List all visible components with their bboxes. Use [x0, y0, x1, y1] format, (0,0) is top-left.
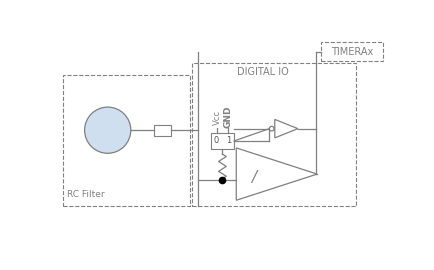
Bar: [192, 63, 355, 206]
Circle shape: [270, 126, 274, 131]
Bar: [321, 42, 383, 61]
Text: /: /: [251, 170, 256, 185]
Text: Vcc: Vcc: [213, 110, 221, 124]
Bar: [154, 125, 171, 136]
Bar: [211, 133, 234, 149]
Text: 0: 0: [214, 136, 219, 146]
Circle shape: [85, 107, 131, 153]
Text: RC Filter: RC Filter: [67, 191, 105, 200]
Bar: [63, 75, 190, 206]
Text: 1: 1: [226, 136, 231, 146]
Text: GND: GND: [224, 106, 232, 128]
Text: TIMERAx: TIMERAx: [331, 47, 373, 57]
Text: DIGITAL IO: DIGITAL IO: [237, 67, 289, 77]
